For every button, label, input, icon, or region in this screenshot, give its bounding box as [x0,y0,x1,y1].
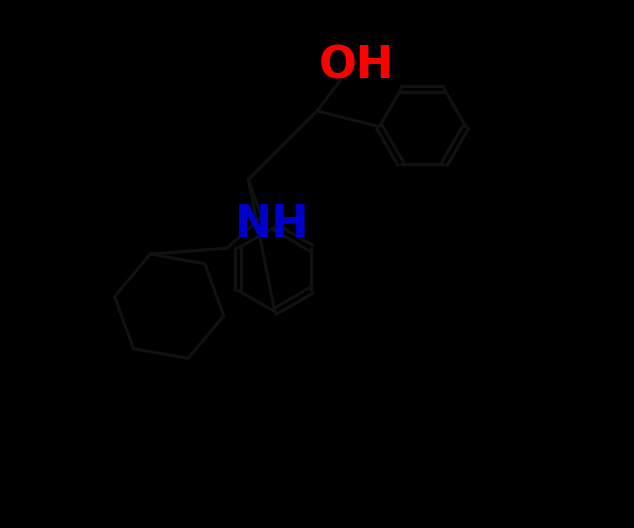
Text: OH: OH [319,44,394,88]
Text: NH: NH [235,203,309,246]
